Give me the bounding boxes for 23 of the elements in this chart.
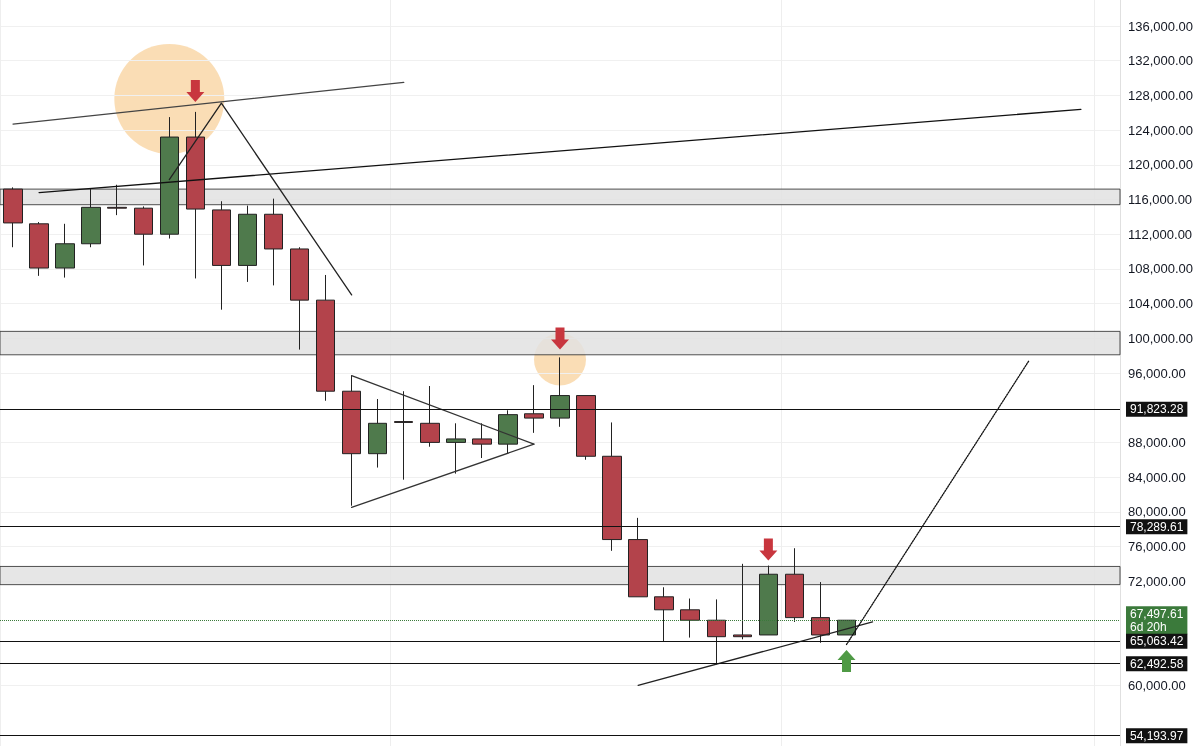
y-tick-label: 116,000.00 xyxy=(1128,192,1193,208)
ref-line-label: 78,289.61 xyxy=(1130,519,1184,534)
y-tick-label: 124,000.00 xyxy=(1128,122,1194,138)
ref-line-label: 54,193.97 xyxy=(1130,728,1184,743)
y-tick-label: 128,000.00 xyxy=(1128,87,1194,103)
y-tick-label: 80,000.00 xyxy=(1128,504,1186,520)
y-tick-label: 132,000.00 xyxy=(1128,53,1194,69)
y-tick-label: 96,000.00 xyxy=(1128,365,1186,381)
y-tick-label: 136,000.00 xyxy=(1128,18,1194,34)
y-tick-label: 72,000.00 xyxy=(1128,573,1186,589)
y-tick-label: 104,000.00 xyxy=(1128,296,1194,312)
y-tick-label: 84,000.00 xyxy=(1128,469,1186,485)
y-tick-label: 88,000.00 xyxy=(1128,434,1186,450)
y-tick-label: 112,000.00 xyxy=(1128,226,1193,242)
y-tick-label: 108,000.00 xyxy=(1128,261,1194,277)
y-tick-label: 76,000.00 xyxy=(1128,538,1186,554)
y-tick-label: 60,000.00 xyxy=(1128,677,1186,693)
y-tick-label: 100,000.00 xyxy=(1128,330,1194,346)
ref-line-label: 62,492.58 xyxy=(1130,656,1184,671)
ref-line-label: 91,823.28 xyxy=(1130,402,1184,417)
ref-line-label: 67,497.61 6d 20h xyxy=(1130,606,1184,634)
ref-line-label: 65,063.42 xyxy=(1130,634,1184,649)
y-tick-label: 120,000.00 xyxy=(1128,157,1194,173)
